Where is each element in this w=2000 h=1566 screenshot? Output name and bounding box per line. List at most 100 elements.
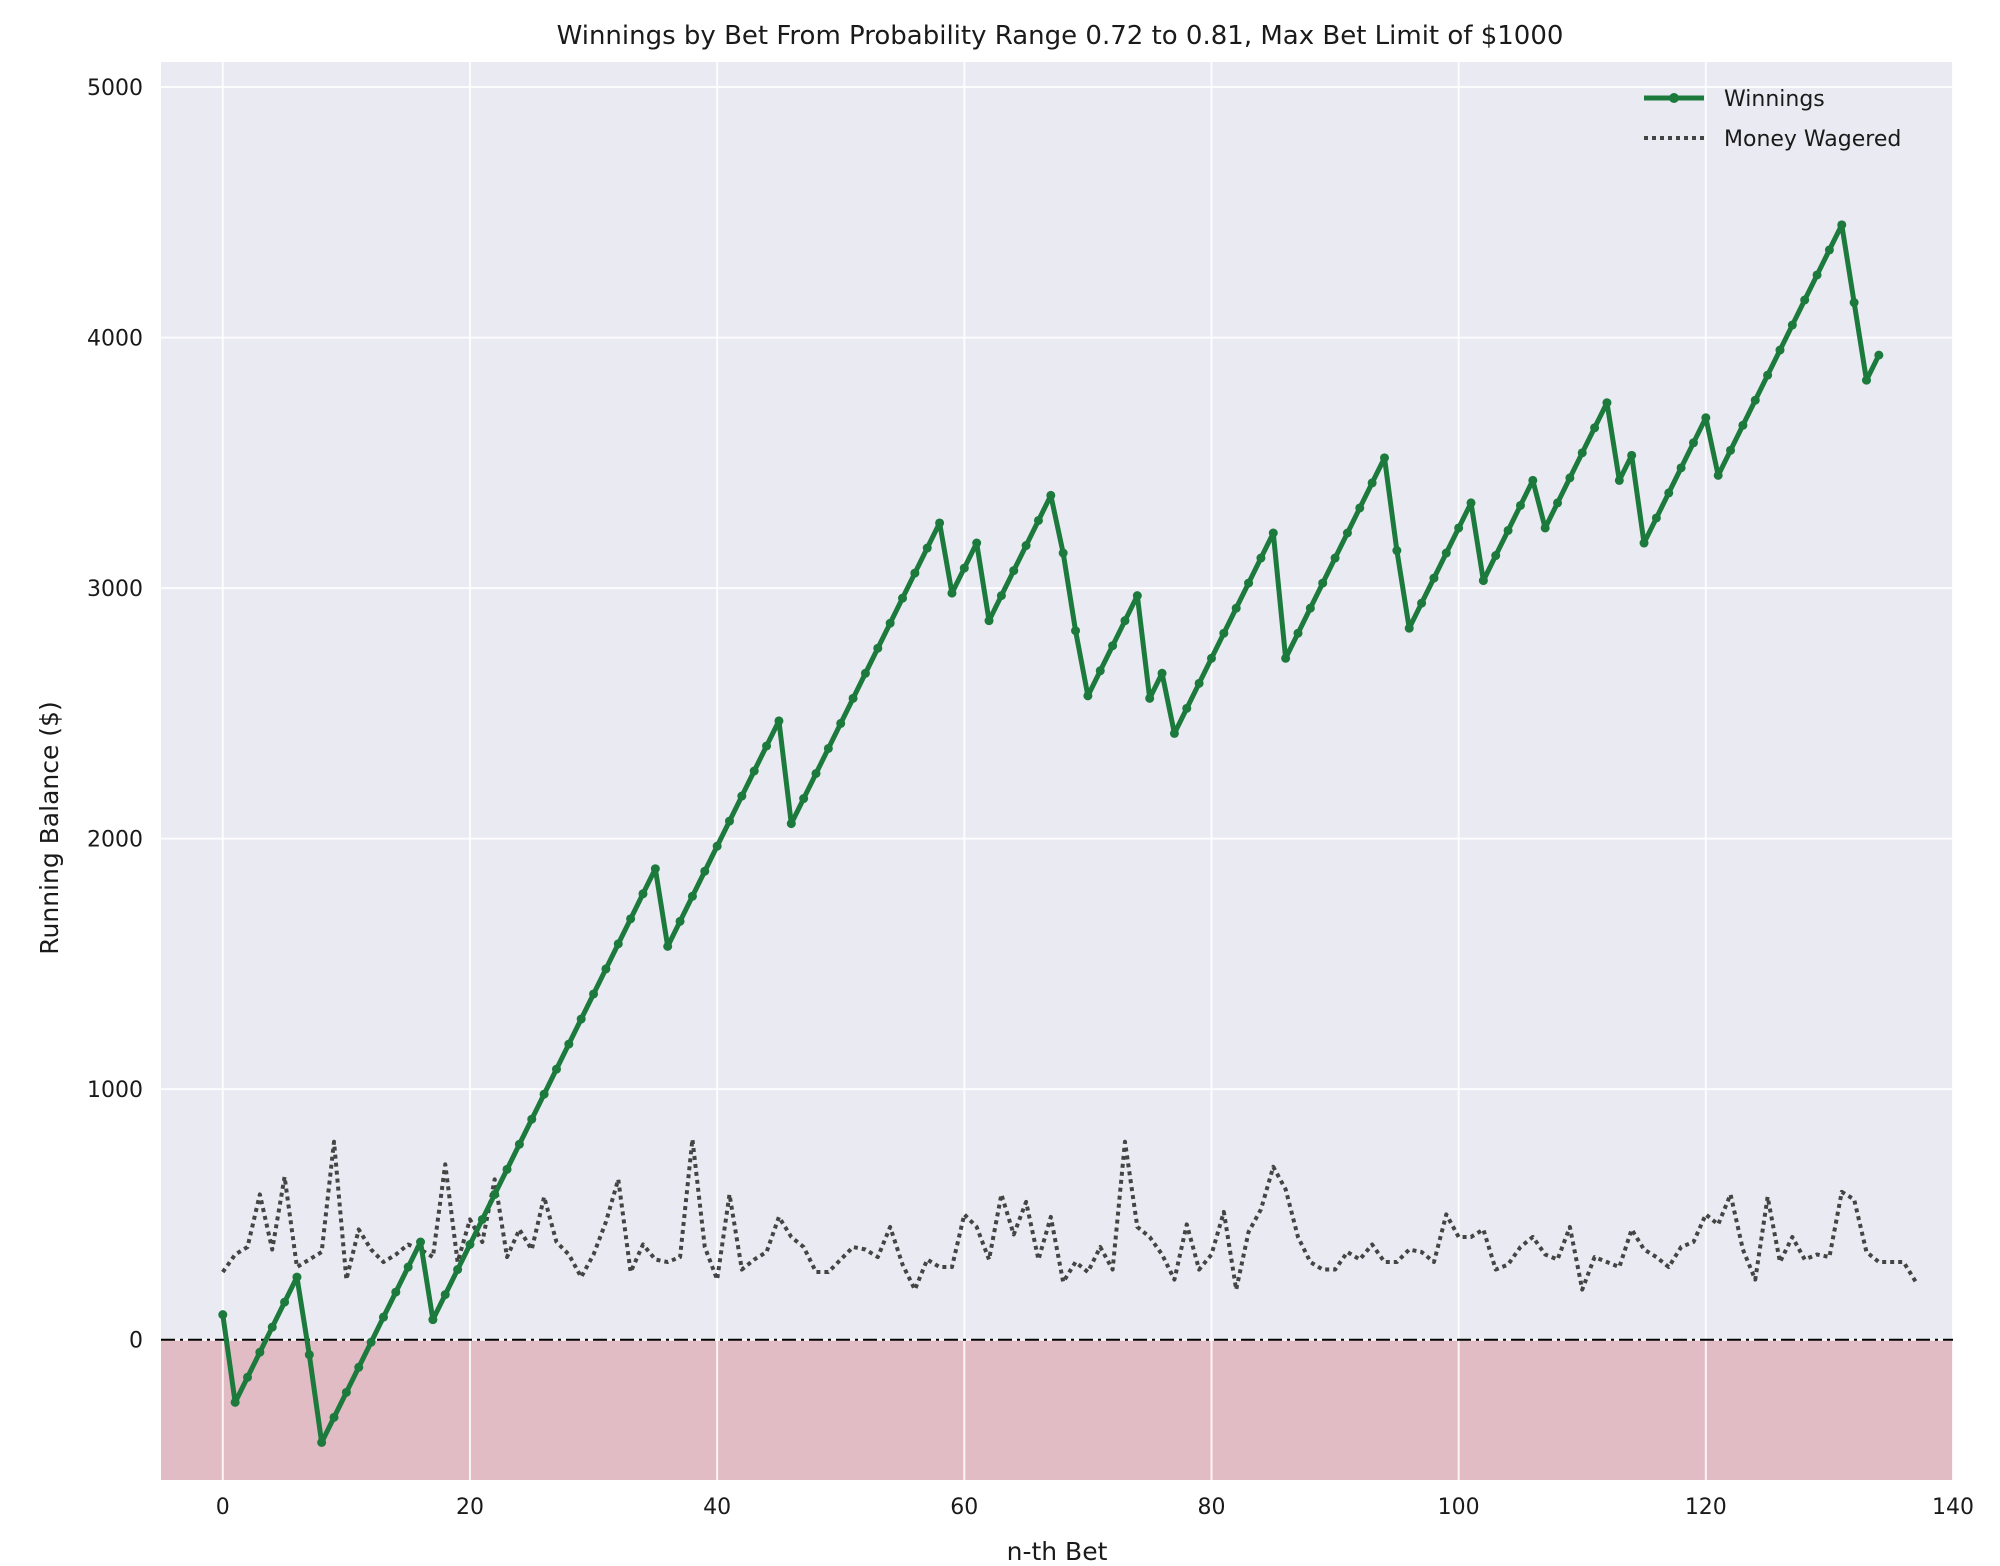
data-point-winnings xyxy=(1392,546,1402,556)
data-point-winnings xyxy=(1281,653,1291,663)
data-point-winnings xyxy=(959,563,969,573)
data-point-winnings xyxy=(267,1322,277,1332)
data-point-winnings xyxy=(1812,270,1822,280)
x-tick-label: 60 xyxy=(950,1495,978,1520)
data-point-winnings xyxy=(453,1265,463,1275)
plot-background xyxy=(161,62,1953,1480)
data-point-winnings xyxy=(836,718,846,728)
data-point-winnings xyxy=(465,1240,475,1250)
data-point-winnings xyxy=(1380,453,1390,463)
data-point-winnings xyxy=(403,1262,413,1272)
data-point-winnings xyxy=(1021,541,1031,551)
data-point-winnings xyxy=(428,1315,438,1325)
y-axis-label: Running Balance ($) xyxy=(35,701,64,954)
data-point-winnings xyxy=(1639,538,1649,548)
data-point-winnings xyxy=(1268,528,1278,538)
data-point-winnings xyxy=(1726,445,1736,455)
data-point-winnings xyxy=(440,1290,450,1300)
data-point-winnings xyxy=(255,1347,265,1357)
data-point-winnings xyxy=(514,1139,524,1149)
data-point-winnings xyxy=(1775,345,1785,355)
data-point-winnings xyxy=(1120,616,1130,626)
data-point-winnings xyxy=(786,819,796,829)
data-point-winnings xyxy=(1800,295,1810,305)
y-tick-label: 5000 xyxy=(87,76,143,101)
data-point-winnings xyxy=(1417,598,1427,608)
x-tick-label: 140 xyxy=(1932,1495,1974,1520)
data-point-winnings xyxy=(1763,370,1773,380)
data-point-winnings xyxy=(589,989,599,999)
data-point-winnings xyxy=(1602,398,1612,408)
legend-label-money-wagered: Money Wagered xyxy=(1724,127,1901,152)
data-point-winnings xyxy=(1194,678,1204,688)
data-point-winnings xyxy=(1256,553,1266,563)
data-point-winnings xyxy=(1590,423,1600,433)
data-point-winnings xyxy=(1441,548,1451,558)
data-point-winnings xyxy=(823,743,833,753)
data-point-winnings xyxy=(650,864,660,874)
x-tick-label: 0 xyxy=(216,1495,230,1520)
data-point-winnings xyxy=(712,841,722,851)
data-point-winnings xyxy=(539,1089,549,1099)
data-point-winnings xyxy=(1503,525,1513,535)
data-point-winnings xyxy=(1577,448,1587,458)
data-point-winnings xyxy=(1108,641,1118,651)
data-point-winnings xyxy=(354,1362,364,1372)
data-point-winnings xyxy=(329,1412,339,1422)
data-point-winnings xyxy=(1466,498,1476,508)
data-point-winnings xyxy=(675,916,685,926)
x-tick-label: 40 xyxy=(703,1495,731,1520)
chart-title: Winnings by Bet From Probability Range 0… xyxy=(557,21,1564,51)
data-point-winnings xyxy=(972,538,982,548)
data-point-winnings xyxy=(1849,298,1859,308)
data-point-winnings xyxy=(317,1437,327,1447)
grid xyxy=(161,62,1954,1480)
y-tick-label: 2000 xyxy=(87,828,143,853)
data-point-winnings xyxy=(1095,666,1105,676)
legend-label-winnings: Winnings xyxy=(1724,87,1825,112)
data-point-winnings xyxy=(1614,475,1624,485)
data-point-winnings xyxy=(626,914,636,924)
data-point-winnings xyxy=(416,1237,426,1247)
data-point-winnings xyxy=(1837,220,1847,230)
data-point-winnings xyxy=(1182,703,1192,713)
legend: Winnings Money Wagered xyxy=(1644,87,1901,152)
data-point-winnings xyxy=(947,588,957,598)
data-point-winnings xyxy=(1404,623,1414,633)
data-point-winnings xyxy=(663,941,673,951)
data-point-winnings xyxy=(687,891,697,901)
data-point-winnings xyxy=(551,1064,561,1074)
x-tick-label: 100 xyxy=(1438,1495,1480,1520)
data-point-winnings xyxy=(391,1287,401,1297)
data-point-winnings xyxy=(1824,245,1834,255)
data-point-winnings xyxy=(922,543,932,553)
data-point-winnings xyxy=(576,1014,586,1024)
data-point-winnings xyxy=(378,1312,388,1322)
data-point-winnings xyxy=(1787,320,1797,330)
data-point-winnings xyxy=(341,1387,351,1397)
tick-labels: 0 20 40 60 80 100 120 140 0 1000 2000 3000 4000 5000 xyxy=(87,76,1974,1520)
data-point-winnings xyxy=(774,716,784,726)
y-tick-label: 4000 xyxy=(87,327,143,352)
data-point-winnings xyxy=(1169,728,1179,738)
data-point-winnings xyxy=(366,1337,376,1347)
data-point-winnings xyxy=(527,1114,537,1124)
data-point-winnings xyxy=(243,1372,253,1382)
data-point-winnings xyxy=(885,618,895,628)
data-point-winnings xyxy=(477,1214,487,1224)
data-point-winnings xyxy=(1688,438,1698,448)
data-point-winnings xyxy=(1318,578,1328,588)
data-point-winnings xyxy=(1071,626,1081,636)
data-point-winnings xyxy=(1676,463,1686,473)
data-point-winnings xyxy=(700,866,710,876)
data-point-winnings xyxy=(502,1164,512,1174)
data-point-winnings xyxy=(280,1297,290,1307)
data-point-winnings xyxy=(873,643,883,653)
x-tick-label: 80 xyxy=(1197,1495,1225,1520)
data-point-winnings xyxy=(1528,475,1538,485)
data-point-winnings xyxy=(1244,578,1254,588)
data-point-winnings xyxy=(1861,375,1871,385)
data-point-winnings xyxy=(1157,668,1167,678)
data-point-winnings xyxy=(1478,576,1488,586)
